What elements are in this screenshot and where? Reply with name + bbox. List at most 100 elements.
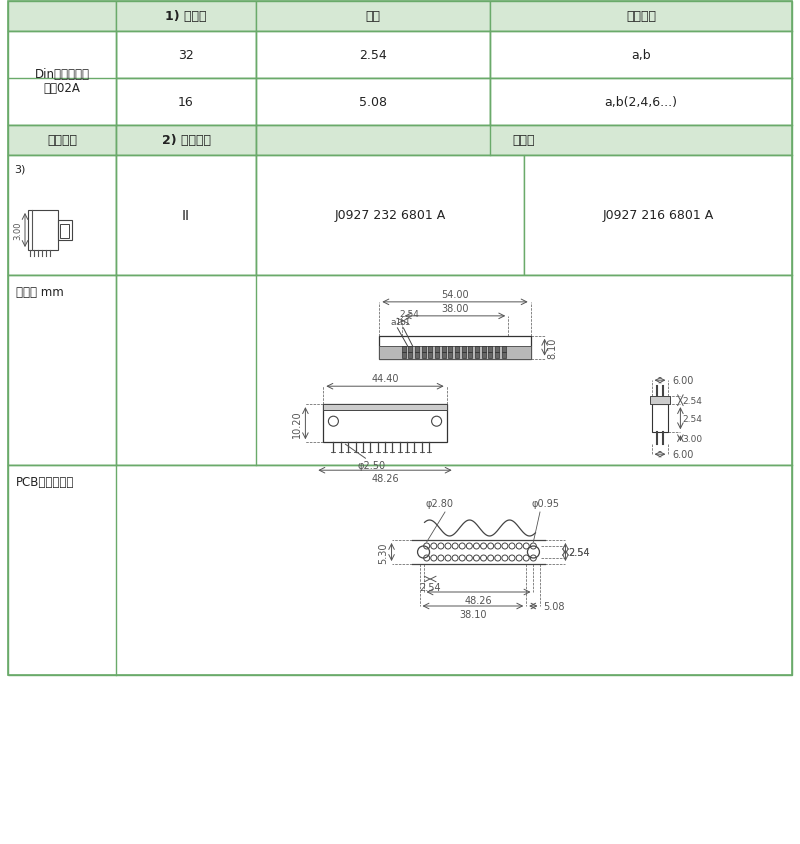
Bar: [442, 353, 446, 358]
Bar: [495, 347, 499, 352]
Text: 2.54: 2.54: [419, 582, 441, 592]
Bar: [402, 353, 406, 358]
Bar: [256, 78, 490, 126]
Text: 2.54: 2.54: [399, 310, 419, 319]
Text: 2.54: 2.54: [682, 414, 702, 423]
Bar: [422, 353, 426, 358]
Bar: [8, 126, 116, 156]
Bar: [422, 347, 426, 352]
Bar: [379, 347, 530, 359]
Bar: [402, 347, 406, 352]
Text: II: II: [182, 208, 190, 223]
Bar: [28, 211, 58, 251]
Bar: [495, 353, 499, 358]
Bar: [475, 347, 479, 352]
Text: 16: 16: [178, 96, 194, 109]
Bar: [415, 347, 419, 352]
Text: 38.00: 38.00: [442, 304, 469, 313]
Bar: [502, 353, 506, 358]
Text: 54.00: 54.00: [441, 289, 469, 300]
Text: φ2.80: φ2.80: [426, 499, 454, 508]
Text: 5.08: 5.08: [359, 96, 387, 109]
Bar: [462, 353, 466, 358]
Text: J0927 232 6801 A: J0927 232 6801 A: [334, 209, 446, 222]
Bar: [409, 347, 413, 352]
Bar: [435, 353, 439, 358]
Text: 48.26: 48.26: [371, 473, 399, 484]
Text: 8.10: 8.10: [547, 337, 558, 359]
Text: 1) 插针数: 1) 插针数: [166, 10, 206, 24]
Text: 6.00: 6.00: [672, 450, 694, 460]
Text: 44.40: 44.40: [371, 374, 398, 384]
Text: 48.26: 48.26: [465, 595, 492, 605]
Bar: [490, 78, 792, 126]
Bar: [468, 347, 472, 352]
Bar: [651, 405, 669, 433]
Bar: [256, 156, 524, 276]
Text: 2.54: 2.54: [682, 396, 702, 405]
Bar: [8, 2, 792, 675]
Bar: [475, 353, 479, 358]
Bar: [8, 276, 792, 465]
Bar: [435, 347, 439, 352]
Text: 5.30: 5.30: [378, 542, 389, 563]
Text: 2.54: 2.54: [569, 548, 590, 557]
Text: 2) 性能等级: 2) 性能等级: [162, 134, 210, 148]
Bar: [116, 126, 256, 156]
Bar: [448, 353, 452, 358]
Bar: [429, 353, 432, 358]
Text: a,b: a,b: [631, 49, 651, 62]
Bar: [116, 156, 256, 276]
Bar: [448, 347, 452, 352]
Text: 插针排列: 插针排列: [626, 10, 656, 24]
Text: PCB安装孔尺寸: PCB安装孔尺寸: [16, 475, 74, 489]
Bar: [116, 2, 256, 32]
Bar: [650, 397, 670, 405]
Text: 尺寸： mm: 尺寸： mm: [16, 285, 64, 299]
Text: 2.54: 2.54: [569, 548, 590, 557]
Bar: [429, 347, 432, 352]
Bar: [60, 225, 69, 239]
Text: 5.08: 5.08: [543, 601, 565, 611]
Bar: [58, 221, 72, 241]
Bar: [482, 347, 486, 352]
Bar: [256, 2, 490, 32]
Text: 3): 3): [14, 164, 26, 174]
Bar: [8, 156, 116, 276]
Text: 最大02A: 最大02A: [43, 83, 81, 95]
Text: J0927 216 6801 A: J0927 216 6801 A: [602, 209, 714, 222]
Bar: [488, 353, 492, 358]
Bar: [415, 353, 419, 358]
Bar: [482, 353, 486, 358]
Text: 10.20: 10.20: [293, 410, 302, 437]
Bar: [8, 2, 116, 32]
Text: 2.54: 2.54: [359, 49, 387, 62]
Text: 订货号: 订货号: [513, 134, 535, 148]
Text: 6.00: 6.00: [672, 376, 694, 386]
Text: 端接针长: 端接针长: [47, 134, 77, 148]
Text: 3.00: 3.00: [682, 434, 702, 443]
Bar: [488, 347, 492, 352]
Bar: [379, 337, 530, 359]
Bar: [409, 353, 413, 358]
Bar: [490, 2, 792, 32]
Text: φ0.95: φ0.95: [531, 499, 559, 508]
Bar: [490, 32, 792, 78]
Bar: [323, 405, 446, 442]
Bar: [256, 126, 792, 156]
Bar: [8, 32, 116, 126]
Bar: [116, 32, 256, 78]
Text: b1: b1: [398, 317, 410, 327]
Text: Din信号连接器: Din信号连接器: [34, 68, 90, 81]
Bar: [323, 405, 446, 411]
Bar: [455, 353, 459, 358]
Text: 3.00: 3.00: [13, 221, 22, 240]
Text: 间距: 间距: [366, 10, 381, 24]
Text: 38.10: 38.10: [459, 609, 486, 619]
Text: a1: a1: [390, 317, 402, 327]
Bar: [462, 347, 466, 352]
Bar: [442, 347, 446, 352]
Text: a,b(2,4,6...): a,b(2,4,6...): [605, 96, 678, 109]
Bar: [468, 353, 472, 358]
Bar: [256, 32, 490, 78]
